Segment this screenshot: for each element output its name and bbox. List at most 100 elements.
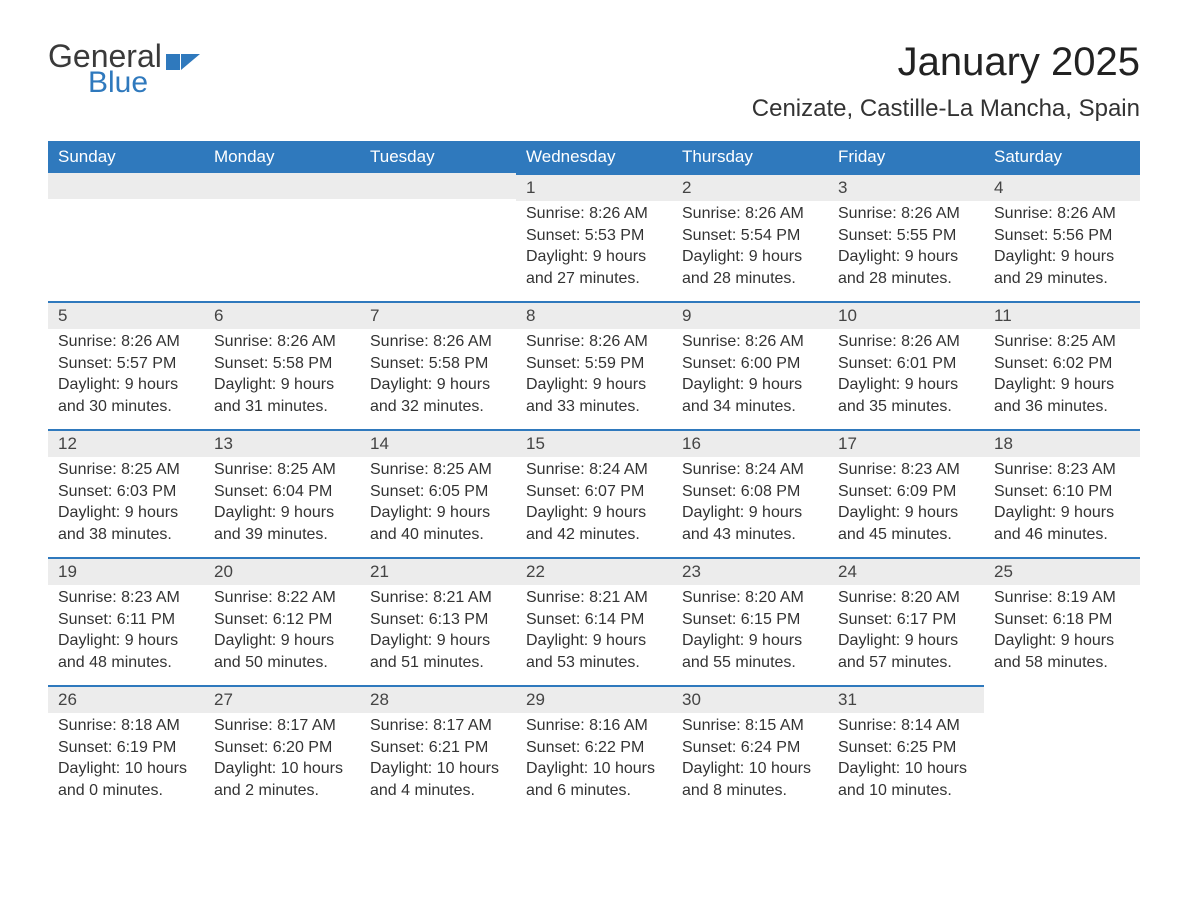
calendar-cell: 17Sunrise: 8:23 AMSunset: 6:09 PMDayligh…	[828, 429, 984, 557]
sunset-line: Sunset: 5:58 PM	[370, 353, 506, 375]
day-wrap: 21Sunrise: 8:21 AMSunset: 6:13 PMDayligh…	[360, 557, 516, 685]
calendar-cell: 8Sunrise: 8:26 AMSunset: 5:59 PMDaylight…	[516, 301, 672, 429]
title-block: January 2025 Cenizate, Castille-La Manch…	[752, 40, 1140, 123]
sunrise-line: Sunrise: 8:21 AM	[370, 587, 506, 609]
daylight-line: Daylight: 10 hours and 6 minutes.	[526, 758, 662, 801]
day-wrap: 17Sunrise: 8:23 AMSunset: 6:09 PMDayligh…	[828, 429, 984, 557]
calendar-cell	[360, 173, 516, 301]
sunrise-line: Sunrise: 8:17 AM	[214, 715, 350, 737]
sunrise-line: Sunrise: 8:20 AM	[682, 587, 818, 609]
day-number: 3	[828, 173, 984, 201]
calendar-cell: 2Sunrise: 8:26 AMSunset: 5:54 PMDaylight…	[672, 173, 828, 301]
day-number: 19	[48, 557, 204, 585]
sunset-line: Sunset: 6:01 PM	[838, 353, 974, 375]
month-title: January 2025	[752, 40, 1140, 85]
calendar-cell: 3Sunrise: 8:26 AMSunset: 5:55 PMDaylight…	[828, 173, 984, 301]
day-content: Sunrise: 8:18 AMSunset: 6:19 PMDaylight:…	[48, 713, 204, 807]
daylight-line: Daylight: 9 hours and 50 minutes.	[214, 630, 350, 673]
calendar-cell: 11Sunrise: 8:25 AMSunset: 6:02 PMDayligh…	[984, 301, 1140, 429]
day-wrap: 7Sunrise: 8:26 AMSunset: 5:58 PMDaylight…	[360, 301, 516, 429]
daylight-line: Daylight: 9 hours and 57 minutes.	[838, 630, 974, 673]
sunrise-line: Sunrise: 8:17 AM	[370, 715, 506, 737]
daylight-line: Daylight: 10 hours and 4 minutes.	[370, 758, 506, 801]
day-content: Sunrise: 8:26 AMSunset: 5:54 PMDaylight:…	[672, 201, 828, 295]
day-content: Sunrise: 8:26 AMSunset: 5:53 PMDaylight:…	[516, 201, 672, 295]
sunset-line: Sunset: 5:56 PM	[994, 225, 1130, 247]
day-wrap: 28Sunrise: 8:17 AMSunset: 6:21 PMDayligh…	[360, 685, 516, 813]
day-wrap: 23Sunrise: 8:20 AMSunset: 6:15 PMDayligh…	[672, 557, 828, 685]
sunrise-line: Sunrise: 8:26 AM	[682, 203, 818, 225]
day-wrap: 24Sunrise: 8:20 AMSunset: 6:17 PMDayligh…	[828, 557, 984, 685]
day-number: 13	[204, 429, 360, 457]
day-content: Sunrise: 8:20 AMSunset: 6:17 PMDaylight:…	[828, 585, 984, 679]
calendar-cell: 9Sunrise: 8:26 AMSunset: 6:00 PMDaylight…	[672, 301, 828, 429]
day-content: Sunrise: 8:26 AMSunset: 6:01 PMDaylight:…	[828, 329, 984, 423]
sunset-line: Sunset: 6:20 PM	[214, 737, 350, 759]
day-content: Sunrise: 8:15 AMSunset: 6:24 PMDaylight:…	[672, 713, 828, 807]
calendar-cell: 4Sunrise: 8:26 AMSunset: 5:56 PMDaylight…	[984, 173, 1140, 301]
day-number: 28	[360, 685, 516, 713]
sunset-line: Sunset: 6:18 PM	[994, 609, 1130, 631]
daylight-line: Daylight: 9 hours and 53 minutes.	[526, 630, 662, 673]
sunset-line: Sunset: 6:24 PM	[682, 737, 818, 759]
day-wrap: 3Sunrise: 8:26 AMSunset: 5:55 PMDaylight…	[828, 173, 984, 301]
calendar-cell: 10Sunrise: 8:26 AMSunset: 6:01 PMDayligh…	[828, 301, 984, 429]
daylight-line: Daylight: 9 hours and 38 minutes.	[58, 502, 194, 545]
daylight-line: Daylight: 9 hours and 33 minutes.	[526, 374, 662, 417]
day-wrap: 27Sunrise: 8:17 AMSunset: 6:20 PMDayligh…	[204, 685, 360, 813]
day-wrap: 2Sunrise: 8:26 AMSunset: 5:54 PMDaylight…	[672, 173, 828, 301]
logo: General Blue	[48, 40, 200, 100]
daylight-line: Daylight: 10 hours and 8 minutes.	[682, 758, 818, 801]
daylight-line: Daylight: 9 hours and 48 minutes.	[58, 630, 194, 673]
day-content: Sunrise: 8:17 AMSunset: 6:20 PMDaylight:…	[204, 713, 360, 807]
sunrise-line: Sunrise: 8:26 AM	[214, 331, 350, 353]
sunset-line: Sunset: 6:05 PM	[370, 481, 506, 503]
logo-flag-icon	[166, 44, 200, 70]
daylight-line: Daylight: 9 hours and 39 minutes.	[214, 502, 350, 545]
day-number: 25	[984, 557, 1140, 585]
calendar-cell: 6Sunrise: 8:26 AMSunset: 5:58 PMDaylight…	[204, 301, 360, 429]
day-number: 2	[672, 173, 828, 201]
day-content: Sunrise: 8:26 AMSunset: 5:58 PMDaylight:…	[204, 329, 360, 423]
day-wrap: 4Sunrise: 8:26 AMSunset: 5:56 PMDaylight…	[984, 173, 1140, 301]
sunrise-line: Sunrise: 8:23 AM	[838, 459, 974, 481]
calendar-cell: 22Sunrise: 8:21 AMSunset: 6:14 PMDayligh…	[516, 557, 672, 685]
sunset-line: Sunset: 5:57 PM	[58, 353, 194, 375]
sunrise-line: Sunrise: 8:23 AM	[994, 459, 1130, 481]
day-wrap: 15Sunrise: 8:24 AMSunset: 6:07 PMDayligh…	[516, 429, 672, 557]
weekday-header: Saturday	[984, 141, 1140, 173]
sunset-line: Sunset: 6:21 PM	[370, 737, 506, 759]
sunrise-line: Sunrise: 8:24 AM	[526, 459, 662, 481]
sunset-line: Sunset: 6:10 PM	[994, 481, 1130, 503]
day-number: 17	[828, 429, 984, 457]
sunset-line: Sunset: 6:07 PM	[526, 481, 662, 503]
day-content: Sunrise: 8:24 AMSunset: 6:08 PMDaylight:…	[672, 457, 828, 551]
day-content: Sunrise: 8:26 AMSunset: 5:55 PMDaylight:…	[828, 201, 984, 295]
sunset-line: Sunset: 6:17 PM	[838, 609, 974, 631]
day-number: 18	[984, 429, 1140, 457]
day-wrap: 31Sunrise: 8:14 AMSunset: 6:25 PMDayligh…	[828, 685, 984, 813]
calendar-week-row: 5Sunrise: 8:26 AMSunset: 5:57 PMDaylight…	[48, 301, 1140, 429]
day-number: 9	[672, 301, 828, 329]
sunset-line: Sunset: 6:25 PM	[838, 737, 974, 759]
sunset-line: Sunset: 6:00 PM	[682, 353, 818, 375]
sunset-line: Sunset: 6:03 PM	[58, 481, 194, 503]
sunrise-line: Sunrise: 8:20 AM	[838, 587, 974, 609]
daylight-line: Daylight: 9 hours and 27 minutes.	[526, 246, 662, 289]
weekday-header: Sunday	[48, 141, 204, 173]
daylight-line: Daylight: 10 hours and 0 minutes.	[58, 758, 194, 801]
day-number: 12	[48, 429, 204, 457]
calendar-cell: 23Sunrise: 8:20 AMSunset: 6:15 PMDayligh…	[672, 557, 828, 685]
daylight-line: Daylight: 9 hours and 42 minutes.	[526, 502, 662, 545]
calendar-cell: 12Sunrise: 8:25 AMSunset: 6:03 PMDayligh…	[48, 429, 204, 557]
sunrise-line: Sunrise: 8:26 AM	[838, 331, 974, 353]
day-content: Sunrise: 8:21 AMSunset: 6:14 PMDaylight:…	[516, 585, 672, 679]
sunset-line: Sunset: 6:09 PM	[838, 481, 974, 503]
day-content: Sunrise: 8:24 AMSunset: 6:07 PMDaylight:…	[516, 457, 672, 551]
daylight-line: Daylight: 9 hours and 55 minutes.	[682, 630, 818, 673]
day-number: 16	[672, 429, 828, 457]
day-number: 21	[360, 557, 516, 585]
sunset-line: Sunset: 6:08 PM	[682, 481, 818, 503]
calendar-cell: 21Sunrise: 8:21 AMSunset: 6:13 PMDayligh…	[360, 557, 516, 685]
sunrise-line: Sunrise: 8:21 AM	[526, 587, 662, 609]
